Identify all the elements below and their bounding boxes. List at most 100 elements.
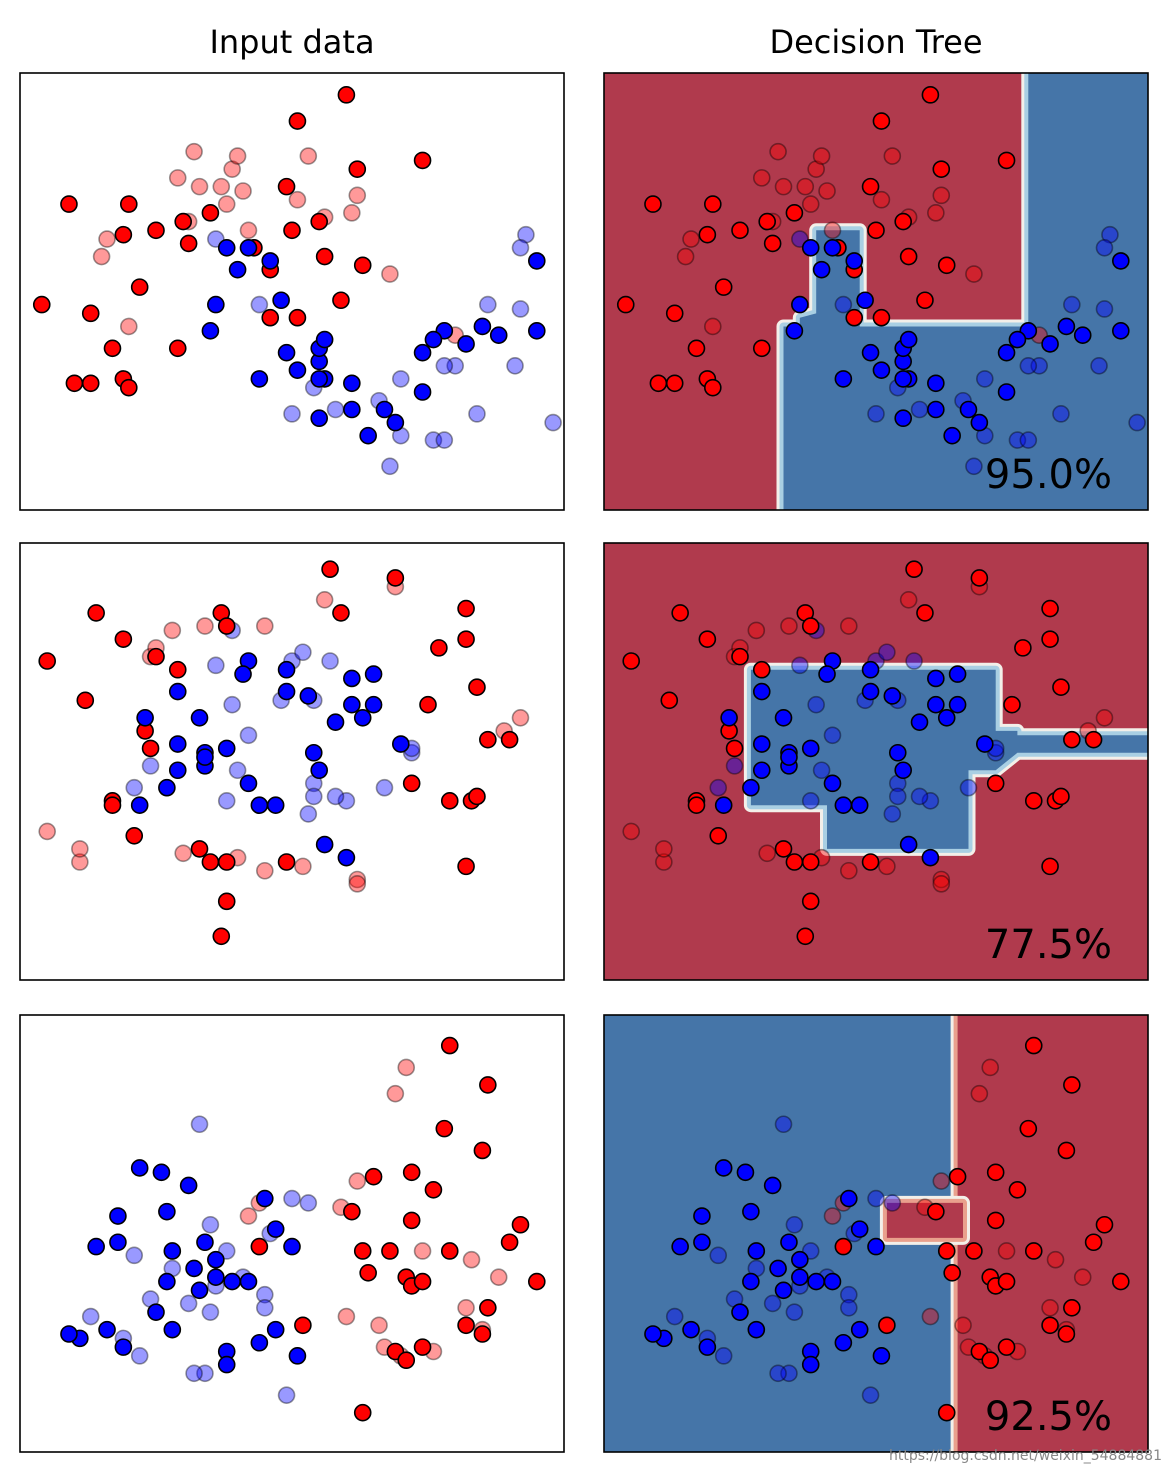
train-point-blue [179, 1176, 198, 1195]
test-point-blue [1095, 300, 1114, 318]
test-point-red [752, 169, 771, 187]
train-point-blue [720, 708, 738, 727]
test-point-blue [544, 413, 562, 432]
train-point-blue [310, 761, 329, 780]
train-point-red [81, 374, 100, 393]
train-point-red [402, 1163, 421, 1182]
train-point-blue [752, 761, 771, 780]
train-point-blue [682, 1320, 700, 1339]
test-point-red [255, 617, 274, 635]
train-point-red [1057, 1141, 1076, 1160]
test-point-red [217, 195, 236, 213]
train-point-red [402, 1211, 421, 1230]
train-point-red [430, 639, 448, 657]
train-point-blue [60, 1325, 78, 1343]
train-point-red [905, 560, 923, 579]
test-point-blue [763, 1294, 782, 1313]
train-point-blue [217, 739, 236, 758]
test-point-blue [283, 1189, 301, 1208]
train-point-red [277, 177, 296, 196]
test-point-red [823, 221, 842, 240]
train-point-blue [714, 796, 733, 815]
test-point-red [190, 177, 209, 196]
train-point-red [32, 295, 51, 314]
test-point-red [921, 1307, 940, 1326]
test-point-blue [1090, 356, 1108, 375]
train-point-blue [353, 708, 372, 727]
train-point-blue [921, 848, 940, 867]
train-point-blue [850, 1320, 869, 1339]
test-point-blue [867, 405, 885, 423]
train-point-blue [791, 1268, 809, 1286]
train-point-red [81, 304, 100, 323]
train-point-red [217, 853, 236, 871]
test-point-blue [337, 792, 356, 810]
test-point-red [883, 147, 902, 165]
test-point-red [970, 1084, 989, 1103]
test-point-blue [299, 805, 318, 823]
test-point-blue [839, 1298, 858, 1317]
train-point-red [943, 1264, 961, 1282]
test-point-red [878, 857, 896, 876]
test-point-red [622, 822, 641, 841]
train-point-red [703, 378, 722, 397]
test-point-red [747, 621, 766, 640]
accuracy-label: 77.5% [985, 922, 1112, 968]
train-point-red [473, 1325, 492, 1343]
train-point-red [937, 1403, 956, 1422]
train-point-blue [867, 1237, 885, 1256]
test-point-red [185, 142, 203, 161]
train-point-blue [823, 239, 842, 257]
train-point-red [65, 374, 84, 393]
train-point-red [801, 892, 820, 911]
train-point-blue [856, 291, 874, 310]
train-point-blue [861, 343, 880, 362]
train-point-red [763, 234, 782, 253]
train-point-red [261, 308, 280, 327]
plot-frame [19, 72, 565, 511]
train-point-red [1014, 639, 1032, 657]
train-point-red [801, 617, 820, 635]
test-point-red [1046, 1250, 1065, 1269]
test-point-blue [190, 1115, 209, 1134]
train-point-blue [644, 1325, 662, 1343]
test-point-blue [424, 431, 443, 449]
train-point-red [413, 151, 432, 170]
train-point-blue [343, 695, 361, 714]
train-point-blue [207, 1268, 225, 1286]
test-point-blue [446, 356, 465, 375]
train-point-red [103, 339, 122, 358]
train-point-blue [948, 665, 967, 683]
train-point-blue [364, 695, 383, 714]
train-point-red [997, 1272, 1016, 1291]
test-point-blue [196, 1364, 214, 1383]
train-point-red [38, 652, 57, 670]
train-point-red [785, 204, 804, 222]
test-point-blue [511, 239, 530, 257]
train-point-blue [114, 1338, 133, 1356]
test-point-blue [299, 1194, 318, 1212]
train-point-blue [872, 361, 891, 379]
test-point-blue [381, 457, 399, 476]
train-point-blue [277, 682, 296, 701]
test-point-blue [801, 792, 820, 810]
test-point-red [163, 621, 182, 640]
train-point-red [1095, 1215, 1114, 1234]
train-point-blue [927, 669, 945, 688]
test-point-blue [468, 405, 486, 423]
train-point-red [201, 853, 220, 871]
train-point-red [970, 569, 989, 587]
test-point-red [196, 617, 214, 635]
test-point-red [981, 1058, 1000, 1077]
train-point-blue [163, 1242, 182, 1260]
train-point-red [114, 630, 133, 648]
test-point-red [212, 177, 231, 196]
test-point-blue [435, 431, 454, 449]
region-polygon-0 [957, 1015, 1148, 1452]
train-point-blue [473, 317, 492, 336]
train-point-blue [250, 796, 269, 815]
panel-0-1: Decision Tree 95.0% [603, 23, 1149, 511]
train-point-red [916, 604, 934, 622]
train-point-blue [239, 239, 258, 257]
test-point-blue [375, 778, 394, 797]
